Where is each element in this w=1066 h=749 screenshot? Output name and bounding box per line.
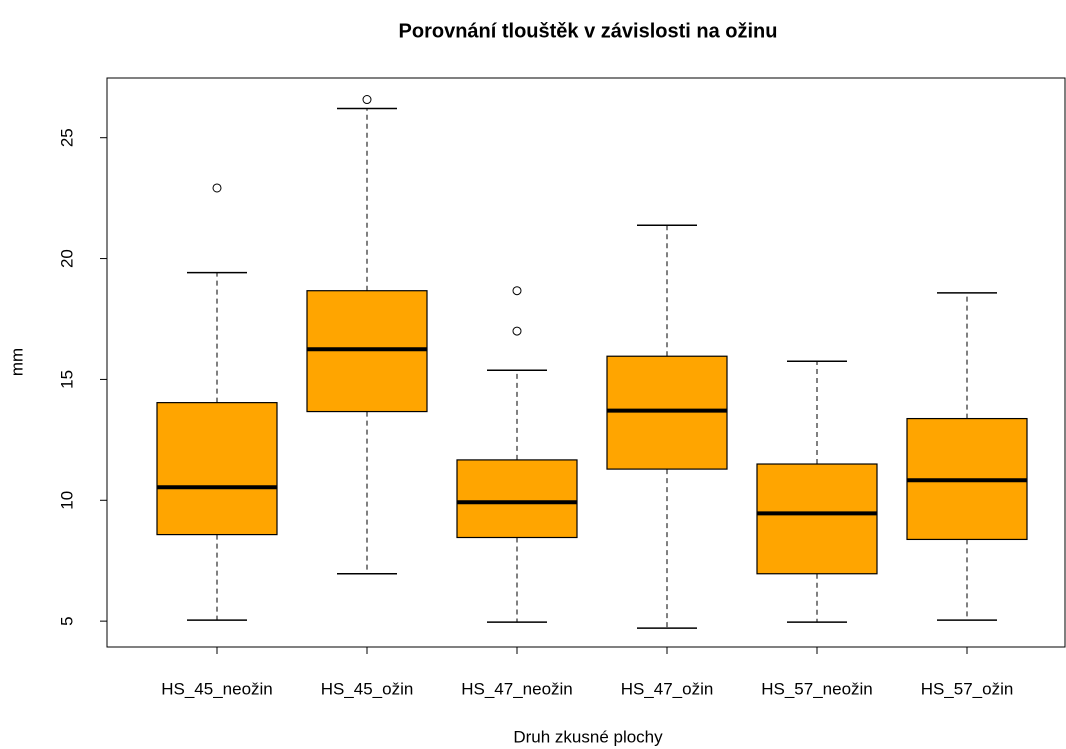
x-tick-label: HS_57_neožin: [761, 679, 873, 698]
x-tick-label: HS_45_neožin: [161, 679, 273, 698]
y-tick-label: 10: [57, 491, 76, 510]
x-tick-label: HS_47_neožin: [461, 679, 573, 698]
box: [156, 402, 278, 536]
chart-title: Porovnání tlouštěk v závislosti na ožinu: [399, 20, 778, 42]
box: [756, 463, 878, 575]
x-tick-label: HS_47_ožin: [621, 679, 714, 698]
x-axis-label: Druh zkusné plochy: [513, 727, 663, 746]
outlier: [512, 326, 522, 336]
outlier: [512, 286, 522, 296]
box: [606, 355, 728, 470]
box: [456, 459, 578, 539]
x-tick-label: HS_45_ožin: [321, 679, 414, 698]
y-axis-label: mm: [7, 348, 26, 376]
y-tick-label: 20: [57, 249, 76, 268]
outlier: [362, 95, 372, 105]
y-tick-label: 15: [57, 370, 76, 389]
y-tick-label: 5: [57, 616, 76, 625]
outlier: [212, 183, 222, 193]
plot-frame: [106, 77, 1066, 648]
x-tick-label: HS_57_ožin: [921, 679, 1014, 698]
y-tick-label: 25: [57, 128, 76, 147]
